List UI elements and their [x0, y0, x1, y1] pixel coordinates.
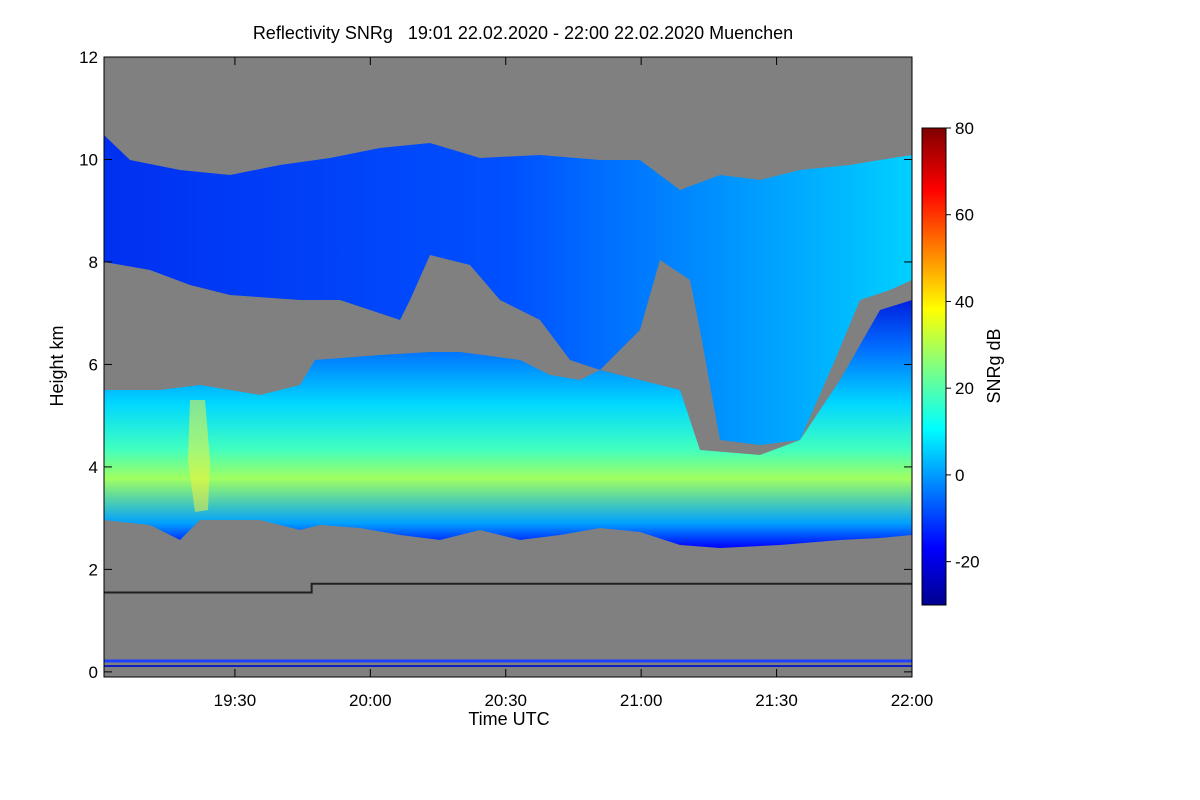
y-axis-label: Height km: [47, 325, 67, 406]
y-tick-label: 6: [89, 355, 98, 374]
x-tick-label: 20:30: [484, 691, 527, 710]
y-tick-label: 8: [89, 253, 98, 272]
x-tick-label: 20:00: [349, 691, 392, 710]
colorbar-tick-label: 0: [955, 466, 964, 485]
plot-frame: [103, 56, 913, 678]
boundary-line: [104, 582, 912, 594]
x-tick-label: 19:30: [214, 691, 257, 710]
x-axis-label: Time UTC: [468, 709, 549, 729]
lower-cloud-layer: [104, 300, 912, 548]
plot-area: [104, 57, 912, 677]
y-tick-label: 10: [79, 150, 98, 169]
colorbar-tick-label: 80: [955, 119, 974, 138]
strong-echo-core: [188, 400, 210, 512]
upper-cloud-layer: [104, 135, 912, 445]
colorbar-label: SNRg dB: [984, 328, 1004, 403]
x-axis: 19:30 20:00 20:30 21:00 21:30 22:00: [214, 57, 934, 710]
x-tick-label: 21:30: [755, 691, 798, 710]
colorbar-ticks: -20 0 20 40 60 80: [946, 119, 980, 572]
y-tick-label: 12: [79, 48, 98, 67]
y-axis: 0 2 4 6 8 10 12: [79, 48, 912, 682]
x-tick-label: 21:00: [620, 691, 663, 710]
chart-title: Reflectivity SNRg 19:01 22.02.2020 - 22:…: [253, 23, 793, 43]
colorbar-tick-label: 40: [955, 292, 974, 311]
colorbar-tick-label: 60: [955, 206, 974, 225]
x-tick-label: 22:00: [891, 691, 934, 710]
colorbar-tick-label: -20: [955, 553, 980, 572]
y-tick-label: 0: [89, 663, 98, 682]
y-tick-label: 2: [89, 560, 98, 579]
y-tick-label: 4: [89, 458, 98, 477]
colorbar-tick-label: 20: [955, 379, 974, 398]
colorbar: [921, 127, 947, 606]
